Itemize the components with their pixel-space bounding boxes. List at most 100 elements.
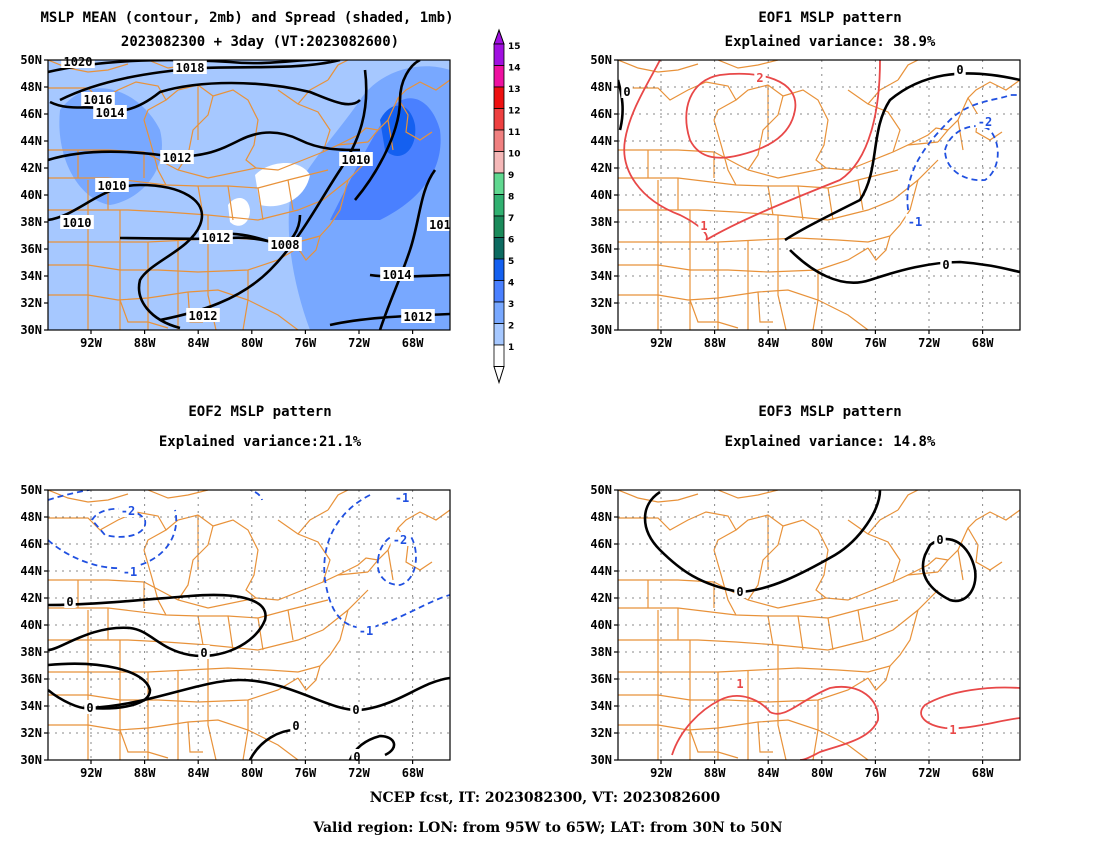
colorbar-swatch [493, 301, 505, 324]
colorbar-label: 11 [508, 128, 521, 138]
lon-tick-label: 72W [348, 336, 370, 350]
panel4-eof3-map: 0 0 1 1 [617, 489, 1021, 761]
colorbar-label: 10 [508, 150, 521, 160]
contour-label: -2 [121, 504, 135, 518]
contour-label: 0 [86, 701, 93, 715]
lon-tick-label: 72W [348, 766, 370, 780]
contour-label: 1012 [189, 309, 218, 323]
colorbar-label: 6 [508, 236, 514, 246]
lat-tick-label: 42N [20, 591, 42, 605]
lat-tick-label: 50N [590, 483, 612, 497]
lat-tick-label: 44N [20, 134, 42, 148]
lat-tick-label: 34N [20, 269, 42, 283]
lon-tick-label: 76W [865, 336, 887, 350]
contour-label: 0 [200, 646, 207, 660]
lon-tick-label: 84W [187, 336, 209, 350]
contour-label: 0 [956, 63, 963, 77]
lat-tick-label: 40N [20, 188, 42, 202]
lat-tick-label: 34N [590, 699, 612, 713]
contour-label: 0 [352, 703, 359, 717]
lon-tick-label: 84W [757, 766, 779, 780]
lat-tick-label: 42N [590, 591, 612, 605]
lon-tick-label: 88W [134, 336, 156, 350]
colorbar-label: 14 [508, 64, 521, 74]
contour-label: 1012 [202, 231, 231, 245]
colorbar-label: 3 [508, 300, 514, 310]
lon-tick-label: 76W [295, 336, 317, 350]
contour-label: 0 [942, 258, 949, 272]
lat-tick-label: 36N [20, 242, 42, 256]
panel2-contour-labels: 2 0 0 -2 1 -1 0 [621, 62, 995, 272]
contour-label: 1010 [63, 216, 92, 230]
lat-tick-label: 30N [20, 323, 42, 337]
lat-tick-label: 34N [590, 269, 612, 283]
colorbar-swatch [493, 151, 505, 174]
colorbar-label: 15 [508, 42, 521, 52]
lat-tick-label: 48N [20, 80, 42, 94]
footer-line1: NCEP fcst, IT: 2023082300, VT: 202308260… [369, 790, 721, 806]
lon-tick-label: 92W [80, 336, 102, 350]
footer-line2: Valid region: LON: from 95W to 65W; LAT:… [313, 820, 783, 836]
lon-tick-label: 80W [241, 336, 263, 350]
colorbar-swatch [493, 43, 505, 66]
lon-tick-label: 80W [241, 766, 263, 780]
contour-label: -2 [978, 115, 992, 129]
lat-tick-label: 48N [590, 510, 612, 524]
lat-tick-label: 32N [20, 296, 42, 310]
lon-tick-label: 92W [650, 336, 672, 350]
contour-label: 1 [736, 677, 743, 691]
lat-tick-label: 50N [590, 53, 612, 67]
lat-tick-label: 44N [590, 564, 612, 578]
lat-tick-label: 36N [590, 672, 612, 686]
contour-label: -1 [123, 565, 137, 579]
lat-tick-label: 46N [590, 537, 612, 551]
lat-tick-label: 42N [590, 161, 612, 175]
contour-label: 0 [736, 585, 743, 599]
lat-tick-label: 48N [20, 510, 42, 524]
colorbar-label: 9 [508, 171, 514, 181]
panel3-title-line2: Explained variance:21.1% [158, 434, 362, 450]
lat-tick-label: 44N [20, 564, 42, 578]
lon-tick-label: 88W [704, 336, 726, 350]
lat-tick-label: 32N [590, 296, 612, 310]
lat-tick-label: 36N [590, 242, 612, 256]
lat-tick-label: 34N [20, 699, 42, 713]
lat-tick-label: 46N [20, 537, 42, 551]
contour-label: 1012 [163, 151, 192, 165]
contour-label: -2 [393, 533, 407, 547]
colorbar-label: 12 [508, 107, 521, 117]
lat-tick-label: 46N [590, 107, 612, 121]
colorbar-label: 2 [508, 322, 514, 332]
lat-tick-label: 40N [20, 618, 42, 632]
panel2-title-line2: Explained variance: 38.9% [724, 34, 936, 50]
lat-tick-label: 30N [590, 753, 612, 767]
panel4-title-line2: Explained variance: 14.8% [724, 434, 936, 450]
colorbar-swatch [493, 65, 505, 88]
contour-label: 1010 [98, 179, 127, 193]
contour-label: 1 [700, 219, 707, 233]
colorbar-swatch [493, 215, 505, 238]
contour-label: 1008 [271, 238, 300, 252]
colorbar-swatch [493, 108, 505, 131]
lat-tick-label: 46N [20, 107, 42, 121]
contour-label: 1012 [404, 310, 433, 324]
lon-tick-label: 68W [972, 336, 994, 350]
contour-label: 0 [292, 719, 299, 733]
contour-label: -1 [359, 624, 373, 638]
colorbar-swatch [493, 258, 505, 281]
colorbar-swatch [493, 194, 505, 217]
contour-label: 0 [623, 85, 630, 99]
lat-tick-label: 40N [590, 618, 612, 632]
lat-tick-label: 30N [20, 753, 42, 767]
colorbar-label: 1 [508, 343, 514, 353]
lon-tick-label: 92W [650, 766, 672, 780]
panel3-eof2-map: -1 -2 -1 -2 0 -1 0 0 0 0 0 [47, 489, 451, 764]
lon-tick-label: 76W [295, 766, 317, 780]
lon-tick-label: 84W [757, 336, 779, 350]
contour-label: 101 [429, 218, 451, 232]
lon-tick-label: 76W [865, 766, 887, 780]
lat-tick-label: 48N [590, 80, 612, 94]
